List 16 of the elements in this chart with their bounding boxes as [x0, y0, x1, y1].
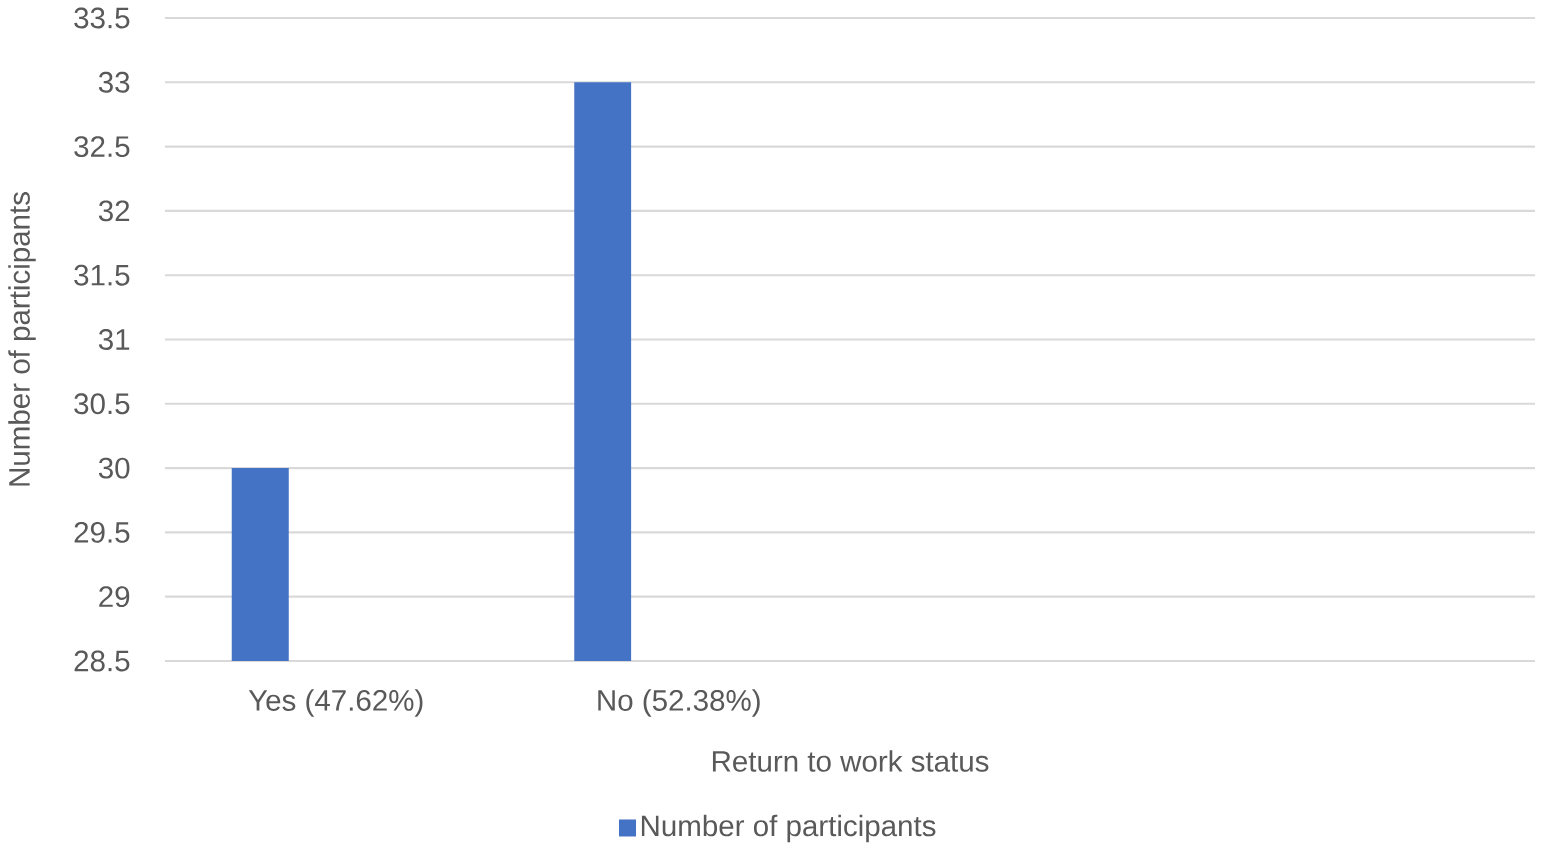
- y-tick-label: 28.5: [74, 650, 130, 672]
- y-tick-label: 29: [99, 586, 130, 608]
- y-axis-title: Number of participants: [8, 192, 36, 486]
- y-tick-label: 31.5: [74, 264, 130, 286]
- y-tick-label: 30: [98, 457, 130, 479]
- y-tick-label: 30.5: [74, 393, 130, 415]
- y-tick-label: 33.5: [74, 7, 130, 29]
- y-tick-label: 32.5: [74, 136, 130, 158]
- y-tick-label: 32: [98, 200, 130, 222]
- x-axis-title: Return to work status: [712, 750, 989, 772]
- x-tick-label: No (52.38%): [598, 689, 760, 717]
- x-tick-label: Yes (47.62%): [248, 689, 423, 717]
- y-tick-label: 31: [98, 329, 130, 350]
- y-tick-label: 29.5: [74, 521, 130, 543]
- legend-label: Number of participants: [641, 814, 936, 843]
- y-tick-label: 33: [98, 71, 130, 93]
